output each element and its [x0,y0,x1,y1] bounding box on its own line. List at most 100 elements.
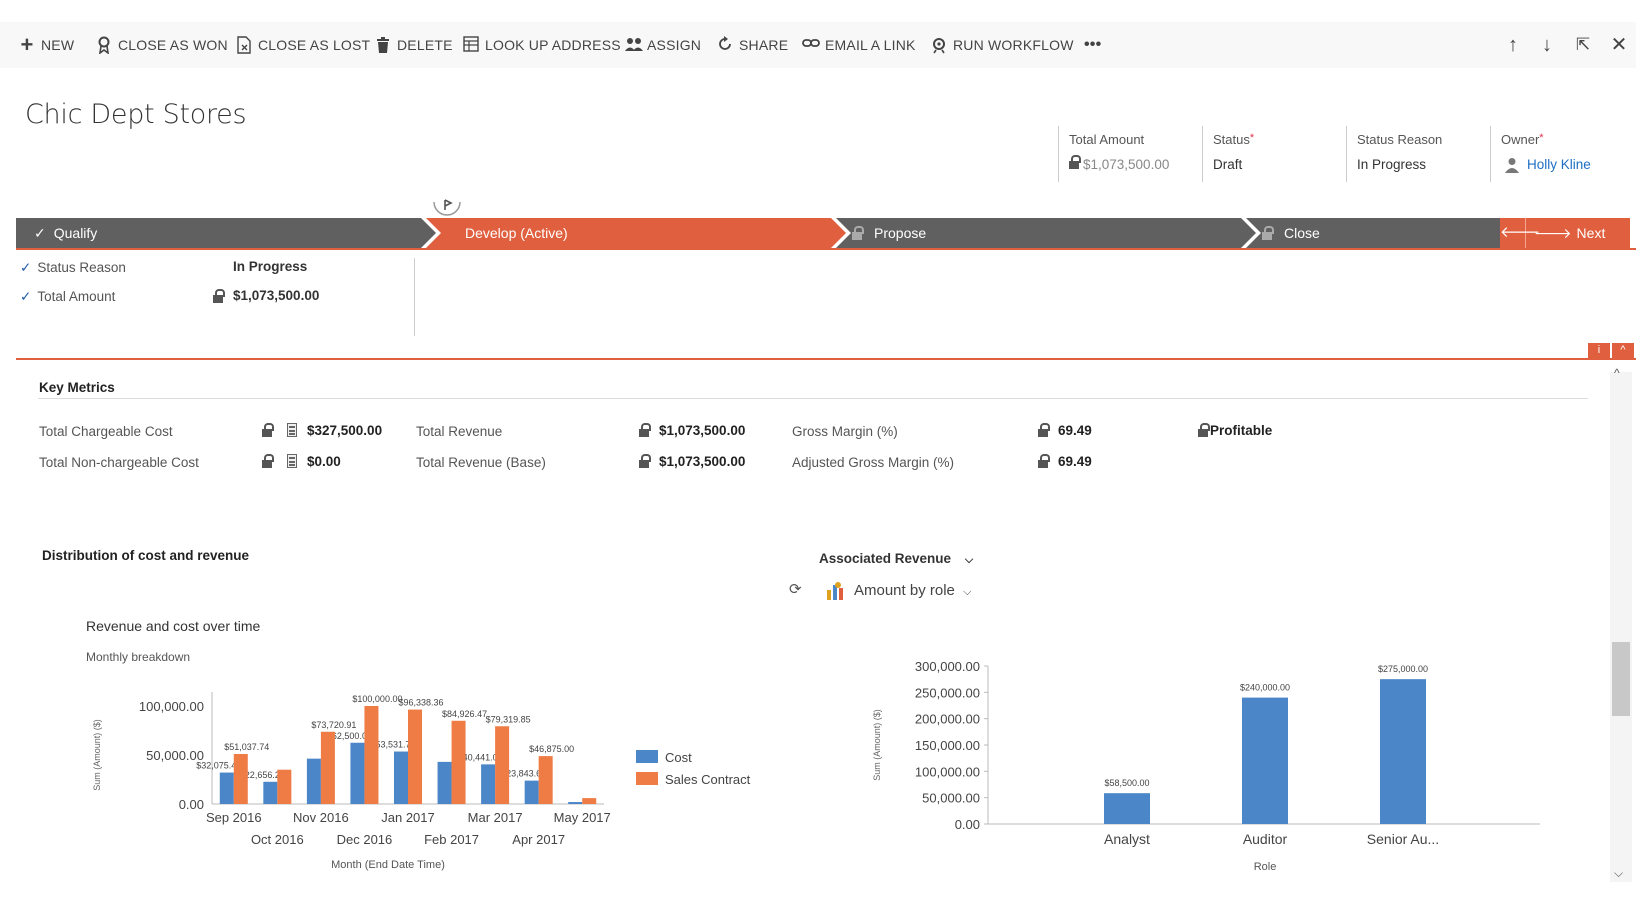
stage-develop[interactable]: Develop (Active) [465,218,568,248]
scroll-down-icon[interactable]: ⌵ [1614,866,1624,880]
key-metrics-heading: Key Metrics [39,380,115,395]
look-up-address-button[interactable]: LOOK UP ADDRESS [462,34,621,56]
step-status-reason-value[interactable]: In Progress [233,259,308,274]
header-owner-label: Owner [1501,132,1540,147]
share-button[interactable]: SHARE [716,34,788,56]
record-title: Chic Dept Stores [25,99,247,130]
role-bar [1380,679,1426,824]
scrollbar[interactable] [1610,372,1632,882]
data-label: $62,500.00 [327,731,372,741]
legend-label: Sales Contract [665,772,751,787]
cost-bar [568,802,583,804]
email-a-link-button[interactable]: EMAIL A LINK [802,34,916,56]
header-total-amount-field: $1,073,500.00 [1069,155,1198,172]
process-stage-bar [16,218,1500,248]
step-status-reason: ✓ Status Reason [20,260,126,276]
next-stage-area [1500,218,1630,248]
chart-view-selector[interactable]: Amount by role ⌵ [854,582,971,599]
stage-close[interactable]: Close [1262,218,1320,248]
lock-icon [639,423,651,437]
header-status-value[interactable]: Draft [1213,157,1243,172]
required-marker: * [1249,132,1255,144]
data-label: $73,720.91 [311,720,356,730]
delete-label: DELETE [397,37,453,53]
y-tick-label: 100,000.00 [139,699,204,714]
total-revenue-base-value: $1,073,500.00 [659,454,746,469]
step-divider [414,258,415,336]
header-status: Status* Draft [1202,126,1342,182]
more-commands-button[interactable]: ••• [1084,36,1102,53]
owner-link[interactable]: Holly Kline [1527,157,1591,172]
lock-icon [1198,423,1210,437]
stage-close-label: Close [1284,225,1320,241]
data-label: $84,926.47 [442,709,487,719]
required-marker: * [1539,132,1544,144]
stage-propose[interactable]: Propose [852,218,926,248]
x-tick-label: Oct 2016 [251,832,304,847]
profit-status-value: Profitable [1210,423,1273,438]
sales-contract-bar [451,720,466,804]
scroll-up-icon[interactable]: ^ [1614,366,1620,380]
calculator-icon [287,423,297,437]
y-axis-title: Sum (Amount) ($) [92,719,102,791]
address-book-icon [462,36,480,54]
stage-develop-shape [426,218,846,248]
delete-button[interactable]: DELETE [374,34,453,56]
y-tick-label: 300,000.00 [915,659,980,674]
chart1-title: Revenue and cost over time [86,618,261,634]
y-tick-label: 50,000.00 [146,748,204,763]
expand-icon[interactable]: ⇱ [1575,35,1591,54]
total-chargeable-cost-label: Total Chargeable Cost [39,424,173,439]
x-tick-label: Senior Au... [1367,831,1439,847]
next-record-button[interactable]: ↓ [1542,34,1552,56]
info-button[interactable]: i [1588,343,1610,358]
header-status-reason-value[interactable]: In Progress [1357,157,1427,172]
cost-bar [481,764,496,804]
assign-label: ASSIGN [647,37,702,53]
next-stage-button[interactable]: 🡒 Next Stage [1528,218,1636,271]
header-status-reason: Status Reason In Progress [1346,126,1486,182]
close-as-won-button[interactable]: CLOSE AS WON [95,34,228,56]
stage-qualify[interactable]: ✓ Qualify [34,218,97,248]
x-axis-title: Month (End Date Time) [331,859,445,871]
stage-propose-shape [836,218,1256,248]
x-tick-label: Analyst [1104,831,1150,847]
sales-contract-bar [233,753,248,804]
x-tick-label: Feb 2017 [424,832,479,847]
user-icon [1505,158,1519,173]
scrollbar-thumb[interactable] [1612,642,1630,716]
stage-underline [16,248,1636,250]
previous-record-button[interactable]: ↑ [1508,34,1518,56]
distribution-heading: Distribution of cost and revenue [42,548,250,563]
y-tick-label: 50,000.00 [922,791,980,806]
data-label: $96,338.36 [398,698,443,708]
assign-button[interactable]: ASSIGN [624,34,701,56]
new-button[interactable]: + NEW [18,34,74,56]
chevron-down-icon: ⌵ [964,554,974,566]
refresh-icon[interactable]: ⟳ [789,581,802,598]
ribbon-icon [95,36,113,55]
arrow-left-icon: 🡐 [1500,224,1541,241]
header-owner: Owner* Holly Kline [1490,126,1630,182]
close-icon[interactable]: ✕ [1610,34,1628,56]
people-icon [624,36,643,54]
run-workflow-button[interactable]: RUN WORKFLOW [930,34,1074,56]
previous-stage-button[interactable]: 🡐 [1500,218,1540,248]
sales-contract-bar [364,706,379,804]
y-tick-label: 0.00 [179,797,204,812]
flag-icon[interactable] [432,196,462,224]
plus-icon: + [20,32,34,57]
y-axis-title: Sum (Amount) ($) [872,709,882,781]
close-as-lost-button[interactable]: CLOSE AS LOST [235,34,370,56]
associated-revenue-selector[interactable]: Associated Revenue ⌵ [819,551,973,567]
associated-revenue-label: Associated Revenue [819,551,952,566]
data-label: $22,656.20 [240,770,285,780]
y-tick-label: 150,000.00 [915,738,980,753]
collapse-process-button[interactable]: ^ [1612,343,1634,358]
data-label: $100,000.00 [352,694,402,704]
check-icon: ✓ [34,225,46,241]
total-nonchargeable-cost-value: $0.00 [307,454,341,469]
adjusted-gross-margin-value: 69.49 [1058,454,1092,469]
chart-view-label: Amount by role [854,582,955,599]
arrow-right-icon: 🡒 [1534,225,1572,241]
